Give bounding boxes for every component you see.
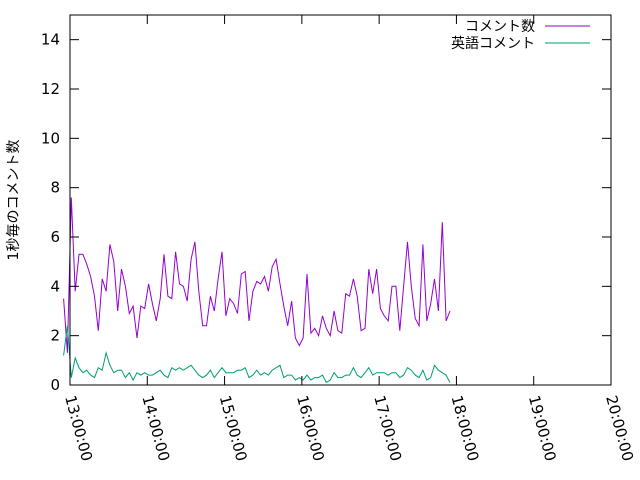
y-tick-label: 8 xyxy=(50,179,60,197)
x-tick-label: 20:00:00 xyxy=(602,393,637,463)
x-axis: 13:00:00 14:00:00 15:00:00 16:00:00 17:00:00… xyxy=(61,15,637,463)
y-tick-label: 0 xyxy=(50,376,60,394)
x-tick-label: 14:00:00 xyxy=(138,393,173,463)
y-tick-label: 4 xyxy=(50,277,60,295)
series-line-0 xyxy=(63,197,451,353)
plot-lines xyxy=(63,197,451,384)
y-tick-label: 10 xyxy=(41,129,60,147)
y-tick-label: 6 xyxy=(50,228,60,246)
series-line-1 xyxy=(63,325,451,384)
x-tick-label: 13:00:00 xyxy=(61,393,96,463)
x-tick-label: 18:00:00 xyxy=(448,393,483,463)
legend-label: 英語コメント xyxy=(451,35,535,52)
legend-label: コメント数 xyxy=(465,19,535,35)
y-tick-label: 12 xyxy=(41,80,60,98)
x-tick-label: 19:00:00 xyxy=(525,393,560,463)
y-axis-label: 1秒毎のコメント数 xyxy=(6,140,22,261)
x-tick-label: 17:00:00 xyxy=(370,393,405,463)
plot-frame xyxy=(69,14,612,386)
y-tick-label: 14 xyxy=(41,31,60,49)
y-tick-label: 2 xyxy=(50,327,60,345)
x-tick-label: 16:00:00 xyxy=(293,393,328,463)
y-axis: 0 2 4 6 8 10 12 14 xyxy=(41,31,611,394)
x-tick-label: 15:00:00 xyxy=(216,393,251,463)
